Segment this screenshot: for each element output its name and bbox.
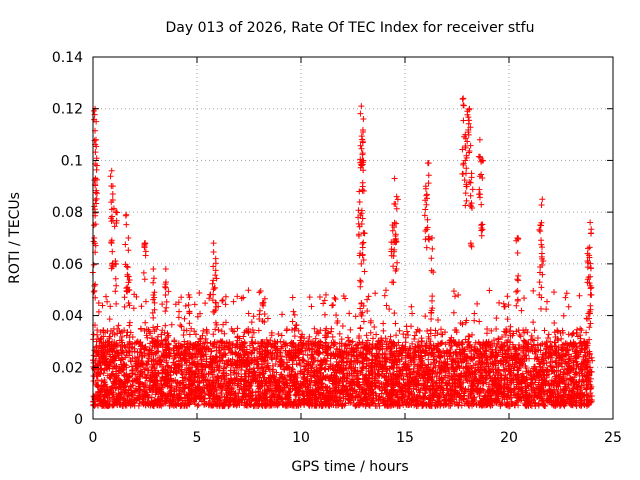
data-point bbox=[558, 335, 565, 342]
data-point bbox=[573, 344, 580, 351]
data-point bbox=[306, 294, 313, 301]
data-point bbox=[513, 302, 520, 309]
data-point bbox=[517, 333, 524, 340]
data-point bbox=[428, 315, 435, 322]
data-point bbox=[435, 316, 442, 323]
data-point bbox=[245, 287, 252, 294]
data-point bbox=[572, 371, 579, 378]
data-point bbox=[548, 363, 555, 370]
data-point bbox=[465, 338, 472, 345]
data-point bbox=[483, 347, 490, 354]
data-point bbox=[474, 300, 481, 307]
data-point bbox=[249, 327, 256, 334]
data-point bbox=[465, 333, 472, 340]
data-point bbox=[215, 327, 222, 334]
data-point bbox=[360, 318, 367, 325]
data-point bbox=[329, 302, 336, 309]
data-point bbox=[569, 330, 576, 337]
data-point bbox=[268, 355, 275, 362]
data-point bbox=[563, 290, 570, 297]
data-point bbox=[405, 332, 412, 339]
data-point bbox=[395, 364, 402, 371]
data-point bbox=[422, 343, 429, 350]
data-point bbox=[112, 288, 119, 295]
data-point bbox=[391, 310, 398, 317]
data-point bbox=[446, 370, 453, 377]
data-point bbox=[382, 287, 389, 294]
data-point bbox=[583, 329, 590, 336]
data-point bbox=[231, 328, 238, 335]
data-point bbox=[206, 295, 213, 302]
data-point bbox=[504, 293, 511, 300]
data-point bbox=[218, 328, 225, 335]
data-point bbox=[123, 332, 130, 339]
data-point bbox=[295, 327, 302, 334]
data-point bbox=[367, 329, 374, 336]
data-points bbox=[89, 95, 596, 410]
data-point bbox=[327, 355, 334, 362]
data-point bbox=[103, 293, 110, 300]
data-point bbox=[551, 320, 558, 327]
chart-title: Day 013 of 2026, Rate Of TEC Index for r… bbox=[166, 20, 535, 36]
data-point bbox=[104, 298, 111, 305]
data-point bbox=[411, 335, 418, 342]
data-point bbox=[492, 372, 499, 379]
data-point bbox=[367, 319, 374, 326]
data-point bbox=[576, 292, 583, 299]
data-point bbox=[100, 370, 107, 377]
data-point bbox=[513, 399, 520, 406]
data-point bbox=[409, 310, 416, 317]
data-point bbox=[530, 287, 537, 294]
data-point bbox=[339, 322, 346, 329]
data-point bbox=[175, 314, 182, 321]
data-point bbox=[121, 303, 128, 310]
data-point bbox=[165, 288, 172, 295]
data-point bbox=[496, 299, 503, 306]
data-point bbox=[565, 331, 572, 338]
data-point bbox=[317, 327, 324, 334]
data-point bbox=[178, 294, 185, 301]
data-point bbox=[471, 310, 478, 317]
data-point bbox=[126, 319, 133, 326]
data-point bbox=[493, 325, 500, 332]
data-point bbox=[185, 301, 192, 308]
data-point bbox=[403, 328, 410, 335]
data-point bbox=[257, 287, 264, 294]
data-point bbox=[460, 379, 467, 386]
data-point bbox=[107, 303, 114, 310]
data-point bbox=[380, 327, 387, 334]
data-point bbox=[381, 292, 388, 299]
data-point bbox=[264, 315, 271, 322]
data-point bbox=[392, 320, 399, 327]
data-point bbox=[141, 371, 148, 378]
data-point bbox=[387, 370, 394, 377]
data-point bbox=[269, 356, 276, 363]
